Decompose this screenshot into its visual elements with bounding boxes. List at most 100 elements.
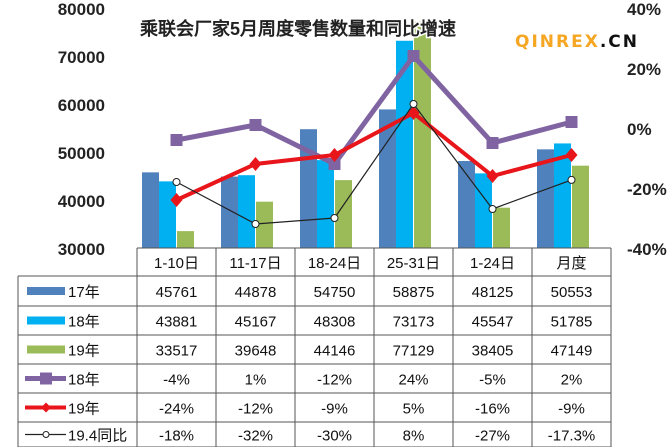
y2-tick-label: -20% xyxy=(627,180,667,199)
table-cell: 51785 xyxy=(551,314,593,331)
table-cell: -9% xyxy=(558,401,585,418)
category-label: 25-31日 xyxy=(387,255,440,272)
table-cell: -4% xyxy=(163,372,190,389)
line-marker-2-3 xyxy=(409,100,418,108)
bar-1-5 xyxy=(554,143,571,248)
table-cell: -30% xyxy=(317,428,352,445)
table-cell: 48125 xyxy=(472,284,514,301)
table-cell: -5% xyxy=(479,372,506,389)
y-tick-label: 30000 xyxy=(58,240,105,259)
line-marker-2-1 xyxy=(251,220,260,228)
table-cell: 24% xyxy=(398,372,428,389)
table-cell: -12% xyxy=(238,401,273,418)
legend-label: 18年 xyxy=(68,314,100,331)
table-cell: 58875 xyxy=(393,284,435,301)
bar-2-3 xyxy=(414,21,431,249)
table-cell: 8% xyxy=(403,428,425,445)
table-cell: 48308 xyxy=(314,314,356,331)
legend-label: 19年 xyxy=(68,401,100,418)
table-cell: -18% xyxy=(159,428,194,445)
y2-tick-label: -40% xyxy=(627,240,667,259)
legend-swatch xyxy=(27,316,65,325)
category-label: 月度 xyxy=(556,255,586,272)
y2-tick-label: 0% xyxy=(627,120,652,139)
bar-2-0 xyxy=(177,231,194,248)
table-cell: 77129 xyxy=(393,343,435,360)
legend-label: 19年 xyxy=(68,343,100,360)
line-marker-1-0 xyxy=(170,193,183,207)
table-cell: 2% xyxy=(561,372,583,389)
y-tick-label: 70000 xyxy=(58,48,105,67)
line-marker-1-5 xyxy=(565,148,578,162)
legend-marker xyxy=(40,372,52,385)
y-tick-label: 50000 xyxy=(58,144,105,163)
table-cell: 47149 xyxy=(551,343,593,360)
table-cell: 54750 xyxy=(314,284,356,301)
line-marker-2-5 xyxy=(567,175,576,184)
bar-2-4 xyxy=(493,207,510,248)
bar-0-5 xyxy=(537,149,554,248)
line-series-0 xyxy=(176,52,573,168)
table-cell: -17.3% xyxy=(548,428,596,445)
line-marker-2-2 xyxy=(330,214,339,222)
legend-label: 17年 xyxy=(68,284,100,301)
bar-1-0 xyxy=(159,181,176,248)
bar-0-1 xyxy=(221,176,238,248)
category-label: 18-24日 xyxy=(308,255,361,272)
table-cell: 44878 xyxy=(235,284,277,301)
line-marker-0-2 xyxy=(328,158,341,170)
line-marker-1-1 xyxy=(249,157,262,171)
bar-0-3 xyxy=(379,109,396,249)
bar-0-4 xyxy=(458,161,475,248)
y-tick-label: 40000 xyxy=(58,192,105,211)
table-cell: -24% xyxy=(159,401,194,418)
bar-1-1 xyxy=(238,175,255,248)
table-cell: 1% xyxy=(245,372,267,389)
line-marker-0-3 xyxy=(407,50,420,62)
line-series-2 xyxy=(176,102,572,225)
table-cell: 33517 xyxy=(156,343,198,360)
legend-label: 19.4同比 xyxy=(68,428,127,445)
watermark-suffix: .CN xyxy=(599,32,639,52)
table-cell: 50553 xyxy=(551,284,593,301)
line-marker-2-4 xyxy=(488,205,497,213)
legend-marker xyxy=(42,431,50,438)
watermark: QINREX.CN xyxy=(515,32,639,52)
y2-tick-label: 20% xyxy=(627,60,661,79)
table-cell: -12% xyxy=(317,372,352,389)
legend-swatch xyxy=(27,287,65,295)
table-cell: -32% xyxy=(238,428,273,445)
chart-title: 乘联会厂家5月周度零售数量和同比增速 xyxy=(139,18,456,39)
line-marker-1-4 xyxy=(486,169,499,183)
line-marker-0-0 xyxy=(170,134,183,146)
table-cell: 38405 xyxy=(472,343,514,360)
line-marker-0-1 xyxy=(249,119,262,131)
table-cell: 73173 xyxy=(393,314,435,331)
table-cell: 43881 xyxy=(156,314,198,331)
table-cell: 45547 xyxy=(472,314,514,331)
table-cell: 5% xyxy=(403,401,425,418)
bar-1-2 xyxy=(317,160,334,248)
y2-tick-label: 40% xyxy=(627,0,661,19)
bar-0-0 xyxy=(142,172,159,248)
category-label: 1-10日 xyxy=(154,255,199,272)
table-cell: 39648 xyxy=(235,343,277,360)
y-tick-label: 80000 xyxy=(58,0,105,19)
line-marker-0-5 xyxy=(565,116,578,128)
legend-label: 18年 xyxy=(68,372,100,389)
line-series-1 xyxy=(175,110,573,202)
legend-marker xyxy=(41,402,51,413)
y-tick-label: 60000 xyxy=(58,96,105,115)
bar-2-5 xyxy=(572,165,589,248)
line-marker-0-4 xyxy=(486,137,499,149)
category-label: 1-24日 xyxy=(470,255,515,272)
line-marker-1-3 xyxy=(407,106,420,120)
bar-2-2 xyxy=(335,180,352,248)
category-label: 11-17日 xyxy=(229,255,281,272)
watermark-main: QINREX xyxy=(515,32,600,52)
bar-1-3 xyxy=(396,40,413,249)
line-marker-1-2 xyxy=(328,148,341,162)
table-cell: -27% xyxy=(475,428,510,445)
line-marker-2-0 xyxy=(172,178,181,186)
